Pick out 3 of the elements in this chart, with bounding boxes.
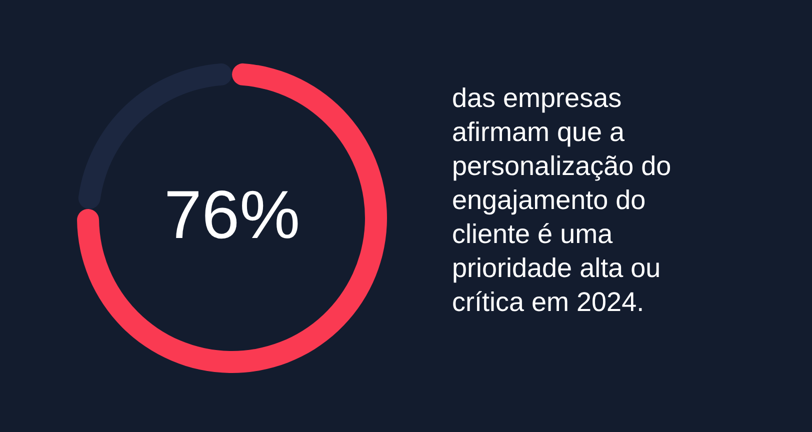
data-label: 76% [164, 177, 300, 253]
text: das empresas afirmam que a personalização do engajamento do cliente é uma prioridade alta ou crítica em 2024. [452, 83, 672, 317]
donut-slice [77, 63, 387, 373]
